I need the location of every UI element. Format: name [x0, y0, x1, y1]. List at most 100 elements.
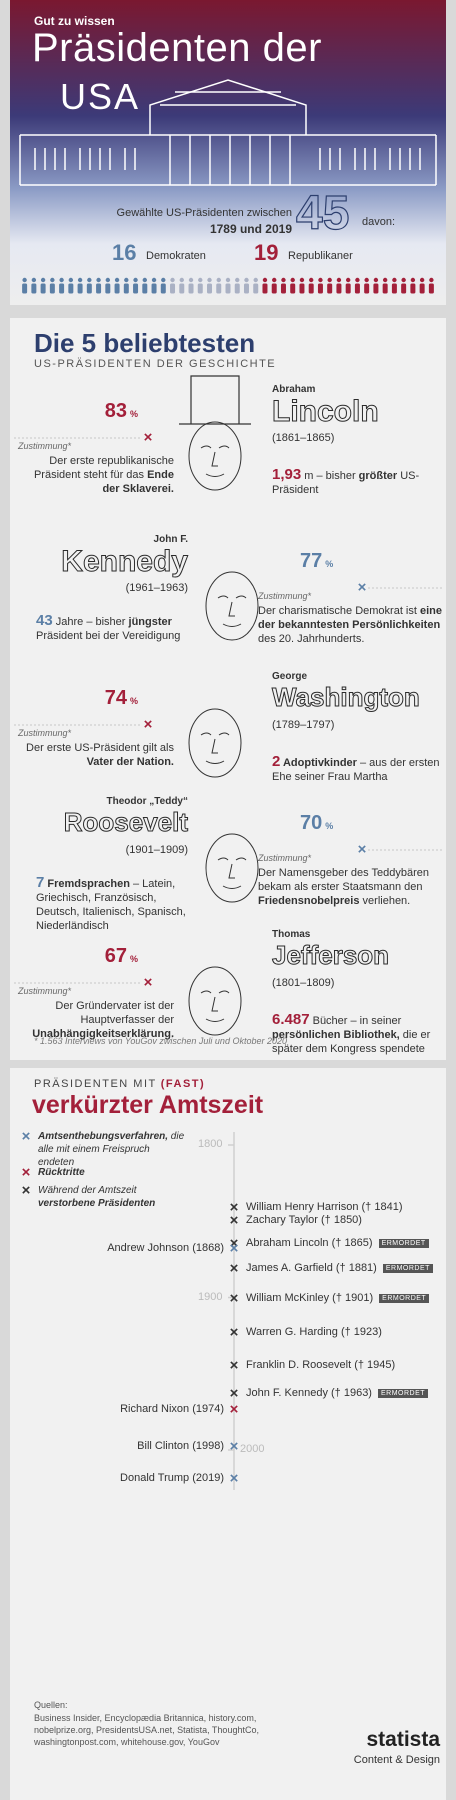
text-segment: Der Gründervater ist der Hauptverfasser …: [55, 1000, 174, 1026]
person-body: [86, 283, 92, 294]
approval: 83%: [20, 400, 138, 423]
person-body: [364, 283, 370, 294]
person-head: [225, 277, 231, 283]
person-body: [410, 283, 416, 294]
text-segment: 43: [36, 612, 53, 629]
event: John F. Kennedy († 1963) ERMORDET: [246, 1386, 429, 1399]
event-marker: ×: [229, 1384, 239, 1402]
percent-sign: %: [325, 559, 334, 569]
house-roof: [149, 79, 307, 135]
approval: 67%: [20, 945, 138, 968]
title: Präsidenten der: [32, 26, 322, 70]
person-head: [355, 277, 360, 283]
popular-panel: [10, 318, 446, 1060]
approval-marker: ×: [143, 716, 153, 733]
person-head: [105, 277, 111, 283]
approval-label: Zustimmung*: [18, 986, 72, 996]
person-head: [161, 277, 166, 283]
text-segment: – aus der ersten Ehe seiner Frau Martha: [272, 757, 440, 783]
person-body: [299, 283, 305, 294]
shortened-panel: [10, 1068, 446, 1800]
logo: statista: [366, 1728, 440, 1751]
section-title: Die 5 beliebtesten: [34, 328, 256, 358]
text-segment: Der charismatische Demokrat ist: [258, 605, 420, 617]
event-marker: ×: [229, 1212, 239, 1230]
person-head: [151, 277, 157, 283]
hat: [179, 375, 251, 425]
fact: 6.487 Bücher – in seiner persönlichen Bi…: [272, 1011, 440, 1056]
text-segment: Ende der Sklaverei.: [102, 469, 174, 495]
person-body: [317, 283, 323, 294]
event-marker: ×: [229, 1290, 239, 1308]
kicker: Gut zu wissen: [34, 14, 115, 28]
approval-text: Der charismatische Demokrat ist eine der…: [258, 604, 442, 646]
person-head: [31, 277, 37, 283]
person-body: [151, 283, 157, 294]
house-windows-right: [319, 148, 421, 170]
person-body: [59, 283, 65, 294]
event-label: John F. Kennedy († 1963): [246, 1386, 372, 1399]
person-body: [225, 283, 231, 294]
face: [205, 833, 259, 903]
event-label: Richard Nixon (1974): [120, 1403, 224, 1416]
person-head: [216, 277, 221, 283]
approval-marker: ×: [357, 841, 367, 858]
event-marker: ×: [229, 1323, 239, 1341]
event-badge: ERMORDET: [378, 1239, 429, 1249]
first-name: Thomas: [272, 929, 311, 940]
person-head: [142, 277, 147, 283]
first-name: Theodor „Teddy“: [106, 796, 188, 807]
approval-value: 67: [104, 945, 127, 967]
event: Bill Clinton (1998): [2, 1440, 224, 1452]
approval-text: Der erste US-Präsident gilt als Vater de…: [24, 741, 174, 769]
legend-marker: ×: [21, 1128, 31, 1145]
person-body: [160, 283, 166, 294]
person-head: [235, 277, 240, 283]
house-cornice: [160, 91, 296, 106]
event-label: Abraham Lincoln († 1865): [246, 1237, 373, 1250]
person-head: [392, 277, 397, 283]
event: Franklin D. Roosevelt († 1945): [246, 1359, 395, 1371]
kicker-highlight: (FAST): [160, 1078, 206, 1090]
event: James A. Garfield († 1881) ERMORDET: [246, 1262, 433, 1274]
text-segment: Fremdsprachen: [44, 878, 130, 890]
person-body: [142, 283, 148, 294]
house-outline: [19, 134, 437, 186]
person-body: [31, 283, 37, 294]
approval-text: Der Gründervater ist der Hauptverfasser …: [24, 999, 174, 1041]
face: [188, 708, 242, 778]
person-body: [114, 283, 120, 294]
person-head: [345, 277, 351, 283]
person-body: [253, 283, 259, 294]
timeline-tick-label: 1900: [198, 1290, 223, 1303]
event-badge: ERMORDET: [382, 1263, 433, 1273]
event: William Henry Harrison († 1841): [246, 1201, 403, 1213]
event-label: Bill Clinton (1998): [137, 1439, 224, 1452]
legend-marker: ×: [21, 1164, 31, 1181]
elected-text: Gewählte US-Präsidenten zwischen: [116, 207, 292, 219]
person-body: [40, 283, 46, 294]
approval-marker: ×: [143, 974, 153, 991]
person-body: [336, 283, 342, 294]
text-segment: 2: [272, 753, 281, 770]
text-segment: 1,93: [272, 466, 302, 483]
first-name: George: [272, 671, 308, 682]
face: [188, 966, 242, 1036]
text-segment: Rücktritte: [38, 1167, 85, 1178]
approval-label: Zustimmung*: [258, 853, 312, 863]
person-body: [243, 283, 249, 294]
person-head: [50, 277, 55, 283]
face: [205, 571, 259, 641]
text-segment: 6.487: [272, 1011, 310, 1028]
legend-text: Rücktritte: [38, 1166, 188, 1179]
democrats-label: Demokraten: [146, 250, 206, 262]
event-badge: ERMORDET: [377, 1388, 429, 1398]
person-body: [216, 283, 222, 294]
person-body: [133, 283, 139, 294]
person-head: [40, 277, 46, 283]
years: (1961–1963): [125, 582, 188, 594]
person-body: [123, 283, 129, 294]
text-segment: verstorbene Präsidenten: [38, 1198, 156, 1209]
person-head: [281, 277, 286, 283]
